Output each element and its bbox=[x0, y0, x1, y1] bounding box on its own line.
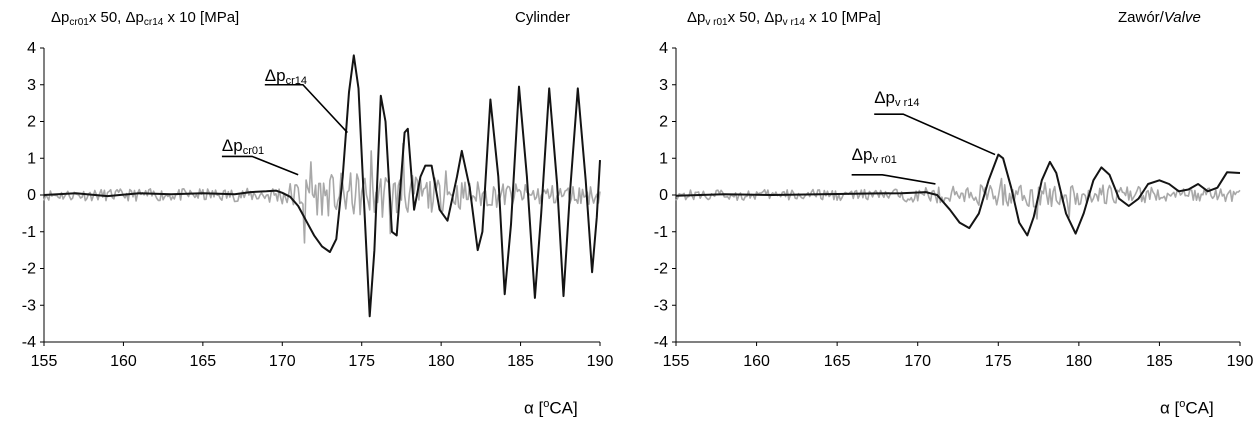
x-tick-label: 155 bbox=[31, 353, 58, 370]
chart-corner-label: Zawór/Valve bbox=[1118, 9, 1201, 26]
series-line-1 bbox=[675, 153, 1241, 237]
x-tick-label: 175 bbox=[985, 353, 1012, 370]
y-tick-label: -1 bbox=[654, 224, 668, 241]
annotation-label: Δpv r01 bbox=[852, 145, 897, 166]
y-tick-label: 3 bbox=[659, 77, 668, 94]
y-tick-label: -3 bbox=[22, 297, 36, 314]
chart-title: Δpv r01x 50, Δpv r14 x 10 [MPa] bbox=[687, 9, 881, 28]
chart-corner-label: Cylinder bbox=[515, 9, 571, 26]
x-tick-label: 160 bbox=[110, 353, 137, 370]
x-tick-label: 170 bbox=[269, 353, 296, 370]
y-tick-label: -2 bbox=[654, 261, 668, 278]
x-tick-label: 190 bbox=[1227, 353, 1254, 370]
y-tick-label: 1 bbox=[659, 150, 668, 167]
chart-valve: Δpv r01x 50, Δpv r14 x 10 [MPa] Zawór/Va… bbox=[629, 0, 1258, 427]
y-tick-label: 3 bbox=[27, 77, 36, 94]
series-line-0 bbox=[675, 177, 1241, 220]
x-tick-label: 190 bbox=[587, 353, 614, 370]
y-tick-label: 0 bbox=[659, 187, 668, 204]
x-tick-label: 185 bbox=[1146, 353, 1173, 370]
y-tick-label: -4 bbox=[22, 334, 36, 351]
y-tick-label: 2 bbox=[27, 114, 36, 131]
y-tick-label: -1 bbox=[22, 224, 36, 241]
series-line-1 bbox=[43, 54, 601, 318]
x-tick-label: 180 bbox=[1066, 353, 1093, 370]
x-tick-label: 185 bbox=[507, 353, 534, 370]
x-tick-label: 165 bbox=[190, 353, 217, 370]
y-tick-label: -2 bbox=[22, 261, 36, 278]
annotation-leader bbox=[221, 155, 299, 176]
x-tick-label: 155 bbox=[663, 353, 690, 370]
series-line-0 bbox=[43, 142, 601, 244]
annotation-label: Δpv r14 bbox=[874, 88, 919, 109]
x-tick-label: 160 bbox=[743, 353, 770, 370]
y-tick-label: -4 bbox=[654, 334, 668, 351]
y-tick-label: 1 bbox=[27, 150, 36, 167]
y-tick-label: 4 bbox=[27, 40, 36, 57]
chart-title: Δpcr01x 50, Δpcr14 x 10 [MPa] bbox=[51, 9, 240, 28]
x-axis-label: α [oCA] bbox=[1160, 398, 1214, 418]
annotation-label: Δpcr01 bbox=[222, 136, 264, 157]
annotation-leader bbox=[264, 83, 349, 134]
x-tick-label: 180 bbox=[428, 353, 455, 370]
y-tick-label: -3 bbox=[654, 297, 668, 314]
plot-area: 4 3 2 1 0 -1 -2 -3 -4 155 160 165 170 175 180 185 190 Δpc… bbox=[22, 40, 614, 370]
annotation-leader bbox=[851, 173, 936, 185]
chart-cylinder: Δpcr01x 50, Δpcr14 x 10 [MPa] Cylinder α… bbox=[22, 9, 614, 418]
annotation-leader bbox=[874, 113, 996, 156]
y-tick-label: 0 bbox=[27, 187, 36, 204]
y-tick-label: 2 bbox=[659, 114, 668, 131]
x-tick-label: 175 bbox=[348, 353, 375, 370]
x-tick-label: 170 bbox=[904, 353, 931, 370]
x-tick-label: 165 bbox=[824, 353, 851, 370]
x-axis-label: α [oCA] bbox=[524, 398, 578, 418]
plot-area: 4 3 2 1 0 -1 -2 -3 -4 155 160 165 170 175 180 185 190 Δpv… bbox=[654, 40, 1254, 370]
annotation-label: Δpcr14 bbox=[265, 66, 307, 87]
y-tick-label: 4 bbox=[659, 40, 668, 57]
